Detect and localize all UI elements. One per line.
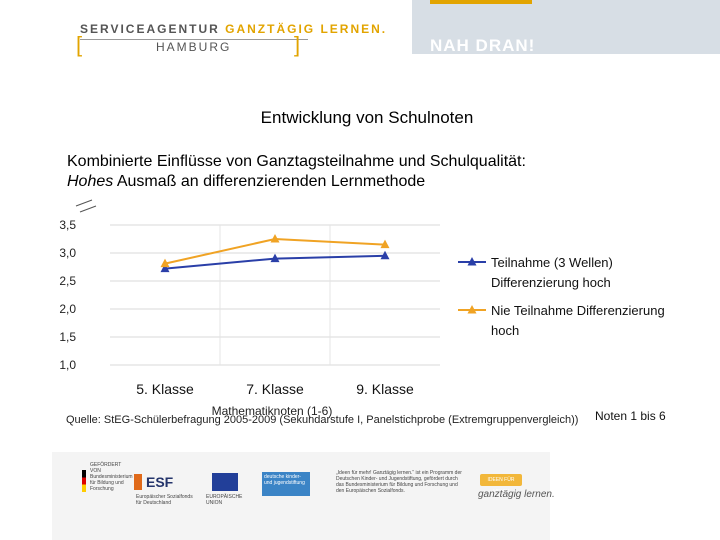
slide-title: Entwicklung von Schulnoten	[260, 108, 474, 127]
bmbf-logo: Bundesministerium für Bildung und Forsch…	[90, 474, 133, 492]
data-point	[160, 263, 170, 273]
data-point	[380, 250, 390, 260]
header-banner: NAH DRAN!	[412, 0, 720, 55]
line-chart: 3,5 3,0 2,5 2,0 1,5 1,0 5. Klasse 7. Klasse 9. …	[59, 199, 665, 418]
y-tick-label: 3,0	[59, 246, 76, 260]
legend-label: Nie Teilnahme Differenzierung	[491, 303, 665, 318]
dkjs-logo: deutsche kinder- und jugendstiftung	[262, 472, 310, 496]
chart-grid	[110, 224, 440, 366]
y-tick-label: 2,0	[59, 302, 76, 316]
legend-marker	[467, 257, 477, 266]
x-tick-label: 9. Klasse	[356, 381, 414, 397]
brand-accent: GANZTÄGIG LERNEN.	[225, 22, 388, 36]
source-note: Quelle: StEG-Schülerbefragung 2005-2009 …	[66, 414, 579, 426]
legend-label: hoch	[491, 323, 519, 338]
german-eagle-icon	[82, 470, 86, 492]
scale-note: Noten 1 bis 6	[595, 409, 666, 423]
brand-rule	[80, 39, 308, 40]
slogan: NAH DRAN!	[430, 36, 536, 55]
y-axis: 3,5 3,0 2,5 2,0 1,5 1,0	[59, 218, 76, 372]
esf-caption: Europäischer Sozialfonds für Deutschland	[136, 494, 193, 506]
y-tick-label: 1,0	[59, 358, 76, 372]
data-point	[270, 253, 280, 263]
right-bracket-icon: ]	[294, 32, 301, 57]
footer-logos	[52, 452, 550, 540]
subtitle-line1: Kombinierte Einflüsse von Ganztagsteilna…	[67, 153, 526, 170]
esf-logo: ESF	[146, 474, 174, 490]
data-point	[270, 234, 280, 243]
brand-prefix: SERVICEAGENTUR	[80, 22, 226, 36]
ideen-logo: IDEEN FÜR MEHR!	[480, 474, 522, 495]
legend-marker	[467, 305, 477, 314]
brand-name: SERVICEAGENTUR GANZTÄGIG LERNEN.	[80, 22, 387, 36]
brand-logo: SERVICEAGENTUR GANZTÄGIG LERNEN. [ HAMBU…	[60, 14, 385, 62]
data-point	[380, 239, 390, 249]
y-tick-label: 3,5	[59, 218, 76, 232]
series-points	[160, 234, 390, 273]
x-axis: 5. Klasse 7. Klasse 9. Klasse	[136, 381, 414, 397]
axis-break-icon	[75, 199, 97, 213]
legend-label: Differenzierung hoch	[491, 275, 611, 290]
left-bracket-icon: [	[76, 32, 83, 57]
legend-label: Teilnahme (3 Wellen)	[491, 255, 613, 270]
program-text: „Ideen für mehr! Ganztägig lernen.“ ist …	[336, 470, 462, 494]
bmbf-label: GEFÖRDERT VON	[90, 462, 122, 474]
subtitle-emphasis: Hohes	[67, 173, 114, 190]
esf-mark-icon	[134, 474, 142, 490]
legend: Teilnahme (3 Wellen) Differenzierung hoch…	[458, 255, 665, 338]
eu-flag-icon	[212, 473, 238, 491]
program-signature: ganztägig lernen.	[478, 489, 555, 500]
brand-city: HAMBURG	[156, 40, 232, 54]
x-tick-label: 5. Klasse	[136, 381, 194, 397]
banner-accent-bar	[430, 0, 532, 4]
slide-subtitle: Kombinierte Einflüsse von Ganztagsteilna…	[67, 152, 526, 192]
y-tick-label: 1,5	[59, 330, 76, 344]
eu-caption: EUROPÄISCHE UNION	[206, 494, 243, 506]
y-tick-label: 2,5	[59, 274, 76, 288]
x-axis-label: Mathematiknoten (1-6)	[212, 404, 333, 418]
x-tick-label: 7. Klasse	[246, 381, 304, 397]
data-point	[160, 258, 170, 268]
subtitle-rest: Ausmaß an differenzierenden Lernmethode	[113, 173, 426, 190]
